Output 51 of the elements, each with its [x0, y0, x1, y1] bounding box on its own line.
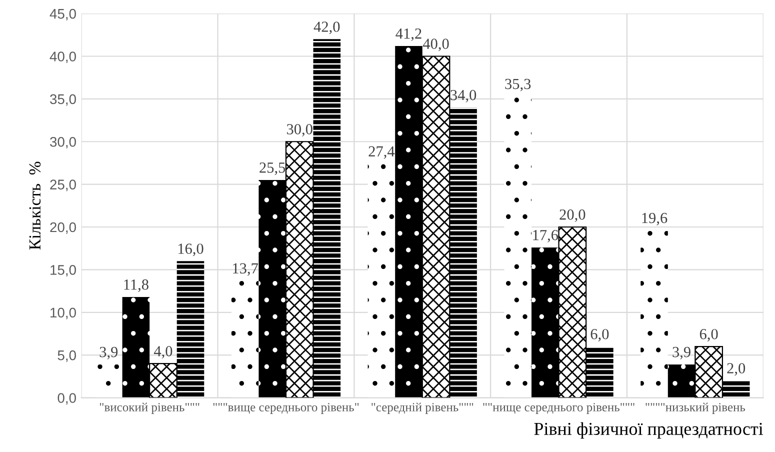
- data-label: 41,2: [396, 28, 422, 41]
- x-axis-title: Рівні фізичної працездатності: [534, 422, 764, 439]
- bar: [531, 247, 559, 398]
- x-tick-label: "середній рівень""": [372, 402, 474, 414]
- bar: [258, 180, 286, 398]
- bar: [313, 39, 341, 398]
- bar: [122, 297, 150, 398]
- bar: [668, 364, 696, 398]
- y-tick-label: 30,0: [50, 136, 76, 148]
- y-tick-label: 20,0: [50, 222, 76, 234]
- data-label: 34,0: [450, 90, 476, 102]
- y-axis-title: Кількість %: [29, 162, 41, 250]
- bar: [368, 164, 396, 398]
- y-tick-label: 5,0: [58, 350, 76, 362]
- bar: [586, 346, 614, 398]
- data-label: 11,8: [124, 279, 148, 292]
- bar: [176, 261, 204, 398]
- y-tick-label: 35,0: [50, 94, 76, 106]
- data-label: 6,0: [590, 328, 609, 342]
- bar: [395, 46, 422, 398]
- y-tick-label: 45,0: [50, 8, 76, 20]
- y-tick-label: 15,0: [50, 265, 76, 277]
- bar: [640, 230, 668, 398]
- data-label: 42,0: [314, 22, 340, 34]
- x-tick-label: "високий рівень""": [100, 402, 200, 414]
- data-label: 2,0: [727, 363, 746, 376]
- y-tick-label: 25,0: [50, 180, 76, 192]
- data-label: 35,3: [505, 78, 531, 92]
- y-tick-label: 40,0: [50, 52, 76, 64]
- x-tick-label: """вище середнього рівень": [213, 403, 359, 414]
- data-label: 3,9: [672, 346, 690, 360]
- data-label: 25,5: [260, 162, 286, 175]
- data-label: 13,7: [233, 263, 258, 276]
- bar: [231, 280, 259, 398]
- x-tick-label: ""нище середнього рівень""": [483, 403, 634, 414]
- data-label: 20,0: [560, 209, 586, 222]
- data-label: 40,0: [422, 38, 449, 52]
- data-label: 30,0: [286, 124, 312, 137]
- data-label: 3,9: [100, 346, 118, 360]
- bar: [722, 380, 750, 398]
- y-tick-label: 10,0: [50, 308, 76, 320]
- data-label: 4,0: [154, 346, 172, 359]
- bar: [450, 107, 477, 398]
- data-label: 27,4: [368, 146, 395, 159]
- y-tick-label: 0,0: [58, 393, 76, 405]
- data-label: 17,6: [533, 230, 558, 242]
- data-label: 19,6: [642, 212, 668, 226]
- x-tick-label: """"низький рівень: [646, 402, 746, 414]
- data-label: 16,0: [178, 244, 204, 256]
- bar: [504, 96, 532, 398]
- data-label: 6,0: [700, 328, 718, 342]
